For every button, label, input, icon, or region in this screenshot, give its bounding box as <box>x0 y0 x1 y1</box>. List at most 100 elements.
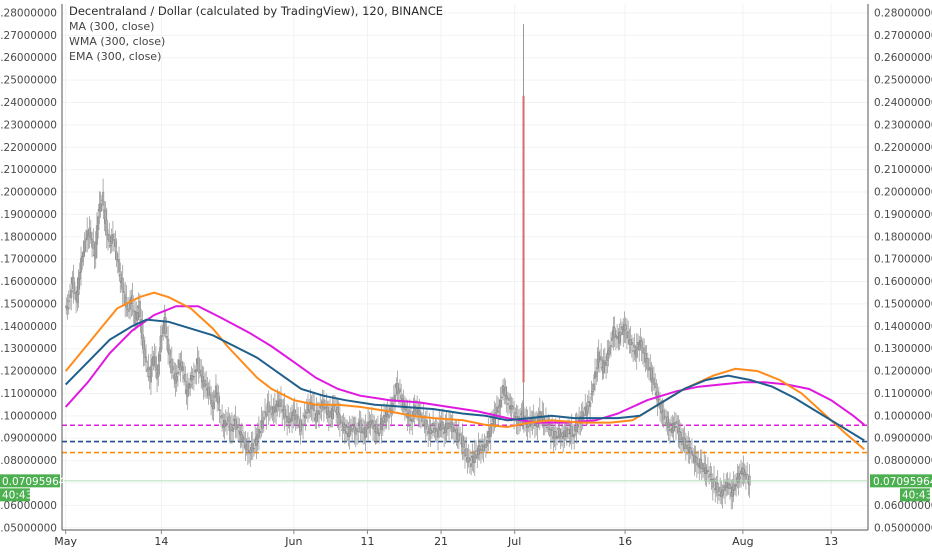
candle-body <box>263 411 267 413</box>
candle-body <box>690 451 694 455</box>
candle-body <box>141 324 144 339</box>
last-price-tag-left: 0.07095964 <box>2 476 66 488</box>
candle-body <box>603 360 606 363</box>
candle-body <box>668 429 671 432</box>
candle-body <box>275 404 278 413</box>
candle-body <box>352 423 355 426</box>
candle-body <box>127 310 130 312</box>
x-tick-label: 16 <box>618 535 632 548</box>
candle-body <box>627 331 630 338</box>
candle-body <box>725 482 728 489</box>
y-tick-label-left: 0.17000000 <box>0 254 57 266</box>
y-tick-label-right: 0.19000000 <box>874 209 932 221</box>
grid-lines <box>62 4 868 530</box>
candle-body <box>728 484 732 489</box>
candle-body <box>708 475 711 478</box>
candle-body <box>719 487 722 492</box>
legend-ma[interactable]: MA (300, close) <box>69 20 155 33</box>
chart-title: Decentraland / Dollar (calculated by Tra… <box>69 4 444 18</box>
candle-body <box>592 383 595 391</box>
candle-body <box>149 365 152 383</box>
candle-body <box>162 326 165 335</box>
candle-body <box>249 452 252 454</box>
candle-body <box>391 403 394 405</box>
y-axis-right[interactable]: 0.050000000.060000000.070000000.08000000… <box>874 7 932 534</box>
candle-body <box>632 350 635 352</box>
candle-body <box>181 366 184 372</box>
candle-body <box>78 271 81 280</box>
candle-body <box>662 409 665 420</box>
x-axis[interactable]: May 14 Jun 11 21 Jul 16 Aug 13 <box>54 530 838 548</box>
candle-body <box>482 445 485 451</box>
candle-body <box>398 388 402 392</box>
y-tick-label-left: 0.09000000 <box>0 433 57 445</box>
candle-body <box>717 493 720 496</box>
candle-body <box>511 406 514 410</box>
candle-body <box>270 406 273 410</box>
candle-body <box>640 341 643 349</box>
legend-wma[interactable]: WMA (300, close) <box>69 35 166 48</box>
y-tick-label-left: 0.14000000 <box>0 321 57 333</box>
x-tick-label: Jun <box>284 535 302 548</box>
candle-body <box>271 413 274 416</box>
candle-body <box>649 366 652 370</box>
candle-body <box>744 474 747 480</box>
candle-body <box>262 417 265 421</box>
candle-body <box>709 474 712 476</box>
candle-body <box>384 418 387 423</box>
y-tick-label-left: 0.25000000 <box>0 75 57 87</box>
candle-body <box>111 234 114 239</box>
candle-body <box>248 450 251 452</box>
candle-body <box>589 402 592 407</box>
candle-body <box>171 366 175 370</box>
moving-averages <box>64 291 865 451</box>
candle-body <box>570 426 573 437</box>
candle-body <box>70 289 73 298</box>
x-tick-label: 13 <box>824 535 838 548</box>
candle-body <box>441 421 444 429</box>
candle-body <box>394 394 397 402</box>
candle-body <box>608 347 611 355</box>
candle-body <box>470 463 473 467</box>
y-tick-label-right: 0.14000000 <box>874 321 932 333</box>
y-axis-left[interactable]: 0.050000000.060000000.070000000.08000000… <box>0 7 57 534</box>
candle-body <box>138 301 141 318</box>
candle-body <box>92 241 95 249</box>
candle-body <box>567 429 570 431</box>
chart-legend: Decentraland / Dollar (calculated by Tra… <box>69 4 443 64</box>
x-tick-label: May <box>54 535 77 548</box>
candle-body <box>349 425 352 428</box>
candle-body <box>712 478 716 482</box>
y-tick-label-right: 0.13000000 <box>874 343 932 355</box>
last-price-tag-right-bg <box>870 474 932 488</box>
countdown-tag-left-bg <box>0 488 30 502</box>
candle-body <box>293 409 296 414</box>
candle-body <box>66 307 69 310</box>
candle-body <box>114 241 117 247</box>
candle-body <box>636 342 640 346</box>
candle-body <box>109 245 112 247</box>
legend-ema[interactable]: EMA (300, close) <box>69 50 162 63</box>
candle-body <box>192 375 195 378</box>
candle-body <box>681 441 684 445</box>
candle-body <box>305 411 308 414</box>
candle-body <box>344 431 348 434</box>
candle-body <box>357 430 360 433</box>
y-tick-label-left: 0.24000000 <box>0 97 57 109</box>
candle-body <box>638 344 641 351</box>
candle-body <box>738 476 741 479</box>
candle-body <box>560 432 563 435</box>
candle-body <box>81 255 84 262</box>
y-tick-label-left: 0.21000000 <box>0 164 57 176</box>
candle-body <box>351 428 354 432</box>
candle-body <box>500 396 503 398</box>
candle-body <box>459 434 462 436</box>
candle-body <box>600 356 603 361</box>
candle-body <box>302 423 305 427</box>
candle-body <box>160 335 164 337</box>
y-tick-label-right: 0.27000000 <box>874 30 932 42</box>
candle-body <box>479 448 482 452</box>
candle-body <box>647 368 651 371</box>
